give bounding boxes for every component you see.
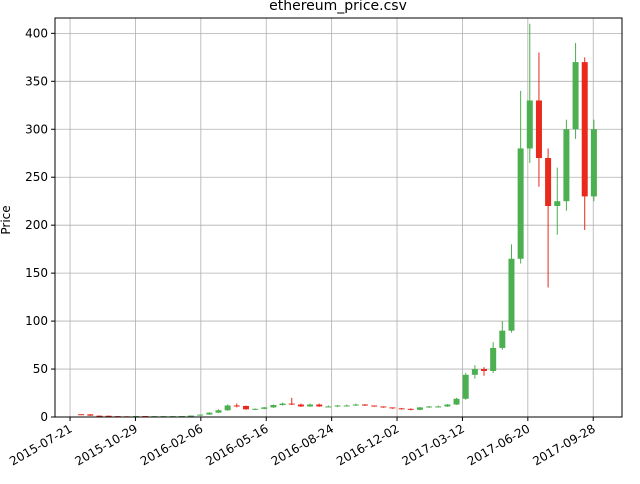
candle-body (389, 407, 396, 409)
candle-body (407, 408, 414, 410)
candle-body (215, 410, 222, 413)
plot-area: 0 50 100 150 200 250 300 350 400 2015-07-212015-1… (7, 18, 622, 468)
y-tick-label: 350 (25, 74, 48, 88)
candle-body (105, 415, 112, 417)
candle-body (526, 100, 533, 149)
x-tick-label: 2017-06-20 (465, 421, 532, 468)
y-tick-label: 300 (25, 122, 48, 136)
chart-title: ethereum_price.csv (269, 0, 407, 14)
candle-body (96, 415, 103, 417)
candle-body (462, 374, 469, 399)
x-tick-label: 2016-02-06 (138, 421, 205, 468)
y-tick-label: 100 (25, 314, 48, 328)
candle-body (380, 406, 387, 408)
candle-body (307, 404, 314, 407)
x-tick-label: 2016-05-16 (203, 421, 270, 468)
axes-frame (54, 17, 623, 418)
candle-body (508, 258, 515, 331)
candle-body (590, 129, 597, 197)
candle-body (545, 158, 552, 206)
candle-body (242, 405, 249, 410)
candle-body (343, 405, 350, 407)
candle-body (499, 330, 506, 348)
candle-body (206, 412, 213, 415)
candle-body (426, 406, 433, 408)
candle-body (361, 404, 368, 406)
candle-body (261, 407, 268, 409)
candle-body (334, 405, 341, 407)
candle-body (471, 369, 478, 375)
candle-body (288, 403, 295, 405)
candle-body (252, 408, 259, 410)
candle-body (398, 408, 405, 410)
candle-body (188, 415, 195, 417)
x-tick-label: 2015-07-21 (7, 421, 74, 468)
candle-body (316, 404, 323, 407)
candle-body (325, 406, 332, 408)
candle-body (563, 129, 570, 202)
candle-body (490, 347, 497, 371)
y-tick-label: 50 (33, 362, 48, 376)
x-tick-label: 2017-09-28 (530, 421, 597, 468)
x-tick-label: 2015-10-29 (73, 421, 140, 468)
candle-body (297, 404, 304, 407)
y-tick-label: 400 (25, 26, 48, 40)
candle-body (87, 414, 94, 416)
candle-body (416, 407, 423, 410)
candle-body (371, 405, 378, 407)
y-tick-label: 250 (25, 170, 48, 184)
candle-body (481, 369, 488, 371)
candle-body (554, 201, 561, 206)
candle-body (224, 405, 231, 411)
candle-body (270, 405, 277, 408)
y-axis-label: Price (0, 205, 13, 234)
y-tick-label: 200 (25, 218, 48, 232)
candle-body (435, 406, 442, 408)
candle-body (352, 404, 359, 406)
y-tick-label: 0 (40, 410, 48, 424)
candle-body (233, 405, 240, 407)
candle-body (535, 100, 542, 159)
candle-body (279, 403, 286, 406)
candle-body (517, 148, 524, 259)
candle-body (572, 62, 579, 130)
candle-body (197, 414, 204, 416)
x-tick-label: 2017-03-12 (400, 421, 467, 468)
y-tick-label: 150 (25, 266, 48, 280)
candle-body (444, 404, 451, 407)
candle-body (78, 414, 85, 416)
candle-body (581, 62, 588, 197)
candle-body (453, 398, 460, 405)
x-tick-label: 2016-12-02 (334, 421, 401, 468)
x-tick-label: 2016-08-24 (269, 421, 336, 468)
